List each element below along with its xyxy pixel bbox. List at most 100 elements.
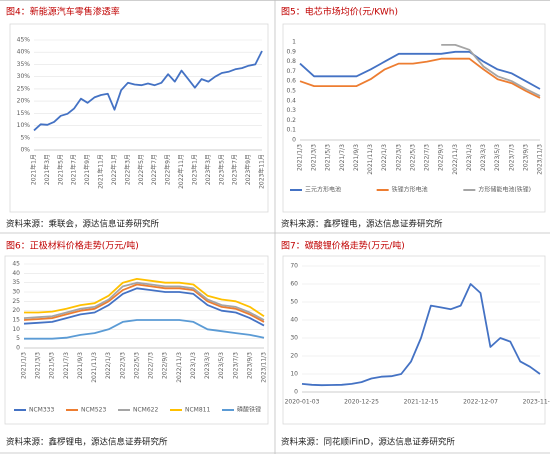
x-tick-label: 2021/3/3 [311,144,318,171]
x-tick-label: 2021/11/3 [367,144,374,175]
x-tick-label: 2022/7/3 [424,144,431,171]
y-tick-label: 40% [17,49,31,56]
y-tick-label: 10 [290,371,298,378]
x-tick-label: 2023/7/3 [232,352,239,379]
x-tick-label: 2023/1/3 [190,352,197,379]
y-tick-label: 0.6 [286,78,296,85]
x-tick-label: 2022/9/3 [162,352,169,379]
y-tick-label: 0.2 [286,117,296,124]
x-tick-label: 2023/9/3 [522,144,529,171]
x-tick-label: 2022-12-07 [463,399,498,406]
legend-label: 铁锂方形电池 [392,186,428,194]
x-tick-label: 2021年9月 [83,154,91,185]
legend-label: 方形储能电池(铁锂) [478,186,531,194]
series-line [23,287,265,327]
y-tick-label: 0.9 [286,48,296,55]
y-tick-label: 10 [12,326,20,333]
x-tick-label: 2023/5/3 [494,144,501,171]
x-tick-label: 2022年3月 [123,154,131,185]
chart-frame [4,255,269,425]
x-tick-label: 2022/1/3 [381,144,388,171]
y-tick-label: 25% [17,85,31,92]
legend-label: NCM622 [133,407,158,414]
x-tick-label: 2022年7月 [150,154,158,185]
x-tick-label: 2021年7月 [70,154,78,185]
x-tick-label: 2020-12-25 [344,399,379,406]
x-tick-label: 2023年1月 [190,154,198,185]
y-tick-label: 45% [17,37,31,44]
y-tick-label: 60 [290,281,298,288]
x-tick-label: 2022/9/3 [438,144,445,171]
y-tick-label: 0 [294,389,298,396]
x-tick-label: 2021/9/3 [353,144,360,171]
y-tick-label: 10% [17,122,31,129]
x-tick-label: 2021年3月 [43,154,51,185]
series-line [33,50,263,132]
chart-title: 图4：新能源汽车零售渗透率 [6,6,120,18]
y-tick-label: 0.4 [286,97,296,104]
legend-label: NCM523 [81,407,106,414]
x-tick-label: 2021/5/3 [49,352,56,379]
x-tick-label: 2021-12-15 [404,399,439,406]
y-tick-label: 0 [292,137,296,144]
y-tick-label: 35% [17,61,31,68]
x-tick-label: 2021/1/3 [21,352,28,379]
series-line [299,57,541,99]
chart-title: 图7：碳酸锂价格走势(万元/吨) [281,240,405,252]
chart-frame [282,23,546,213]
y-tick-label: 20 [12,307,20,314]
x-tick-label: 2021/3/3 [35,352,42,379]
series-line [24,319,265,340]
x-tick-label: 2023/3/3 [204,352,211,379]
x-tick-label: 2023年11月 [258,154,266,189]
x-tick-label: 2022/11/3 [452,144,459,175]
x-tick-label: 2023/7/3 [508,144,515,171]
x-tick-label: 2022年11月 [177,154,185,189]
x-tick-label: 2021/11/3 [91,352,98,383]
x-tick-label: 2021/9/3 [77,352,84,379]
x-tick-label: 2023/5/3 [218,352,225,379]
legend-label: NCM811 [185,407,210,414]
series-line [24,278,265,318]
y-tick-label: 1 [292,39,296,46]
y-tick-label: 40 [12,270,20,277]
chart-frame [9,23,269,213]
y-tick-label: 20% [17,98,31,105]
x-tick-label: 2022/7/3 [148,352,155,379]
y-tick-label: 0.8 [286,58,296,65]
x-tick-label: 2023年7月 [231,154,239,185]
chart-title: 图5：电芯市场均价(元/KWh) [281,6,398,18]
source-note: 资料来源：同花顺iFinD，源达信息证券研究所 [281,437,455,448]
source-note: 资料来源：乘联会，源达信息证券研究所 [6,219,160,230]
y-tick-label: 20 [290,353,298,360]
y-tick-label: 25 [12,298,20,305]
series-line [301,283,541,387]
x-tick-label: 2022年1月 [110,154,118,185]
series-line [299,50,541,90]
series-line [23,283,265,323]
chart-frame [282,255,546,425]
y-tick-label: 30 [12,289,20,296]
y-tick-label: 0.7 [286,68,296,75]
x-tick-label: 2022年5月 [137,154,145,185]
legend-label: 三元方形电池 [305,186,341,194]
y-tick-label: 30 [290,335,298,342]
x-tick-label: 2021/7/3 [339,144,346,171]
y-tick-label: 50 [290,299,298,306]
y-tick-label: 5 [16,335,20,342]
legend-label: 磷酸铁锂 [237,406,261,414]
x-tick-label: 2023/9/3 [246,352,253,379]
y-tick-label: 0.5 [286,88,296,95]
y-tick-label: 30% [17,73,31,80]
x-tick-label: 2022/3/3 [119,352,126,379]
x-tick-label: 2022/5/3 [409,144,416,171]
y-tick-label: 0% [20,147,30,154]
y-tick-label: 40 [290,317,298,324]
series-line [441,44,541,97]
series-line [23,281,265,321]
x-tick-label: 2023/11/3 [261,352,268,383]
y-tick-label: 15% [17,110,31,117]
x-tick-label: 2023-11-29 [523,399,550,406]
x-tick-label: 2022/3/3 [395,144,402,171]
